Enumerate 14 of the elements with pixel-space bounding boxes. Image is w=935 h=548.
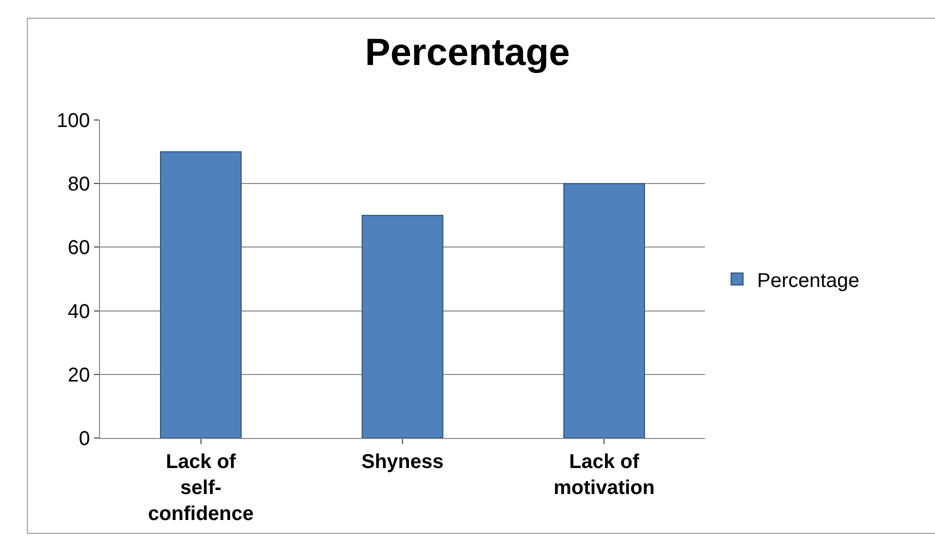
bar [160,151,242,438]
legend-label: Percentage [757,270,860,292]
y-tick-label: 0 [78,428,90,450]
y-tick-label: 40 [68,300,90,323]
y-tick-label: 60 [68,237,90,260]
x-tick-label: Lack of motivation [554,451,655,499]
bar [563,183,645,438]
chart-title: Percentage [365,32,570,74]
x-tick-label: Shyness [361,451,444,473]
y-tick-label: 100 [56,110,90,132]
x-tick-label: Lack of self-confidence [148,451,254,525]
y-tick-label: 80 [68,174,90,196]
y-tick-label: 20 [68,364,90,386]
bar [362,214,444,438]
